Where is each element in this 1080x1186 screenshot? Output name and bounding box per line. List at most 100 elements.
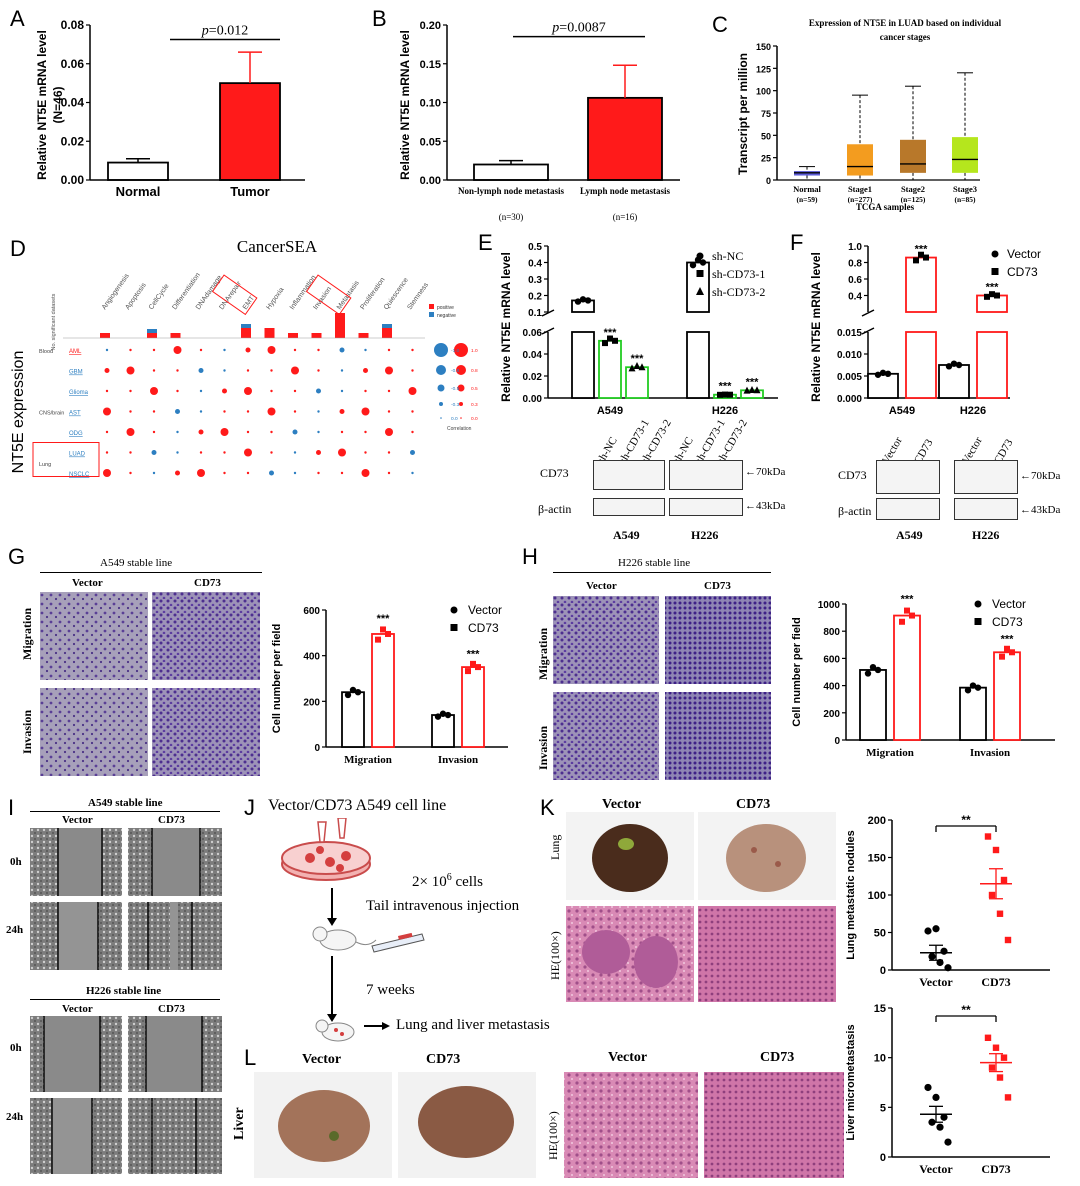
d-correlation-dot (129, 451, 132, 454)
wb-e: sh-NC sh-CD73-1 sh-CD73-2 sh-NC sh-CD73-… (535, 418, 795, 550)
d-correlation-dot (340, 369, 344, 372)
chart-h: 0 200 400 600 800 1000 Cell number per field **… (790, 588, 1060, 763)
d-correlation-dot (317, 410, 320, 413)
d-correlation-dot (104, 368, 110, 373)
panel-letter-g: G (8, 544, 26, 569)
d-highlight-box (211, 274, 258, 316)
d-state-label: Quiescence (383, 277, 410, 311)
e-ylabel: Relative NT5E mRNA level (499, 252, 513, 402)
e-bar (598, 339, 622, 399)
c-category-label: Stage3 (953, 184, 977, 194)
g-point (475, 664, 481, 671)
k-col-label: Vector (602, 797, 642, 812)
d-correlation-dot (387, 348, 391, 352)
e-lower-tick-label: 0.04 (523, 350, 543, 361)
h-micrograph (553, 596, 771, 780)
j-schematic (281, 818, 425, 1042)
c-tick-label: 25 (761, 154, 771, 164)
e-upper-tick-label: 0.1 (528, 308, 542, 319)
g-image-title: A549 stable line (100, 557, 173, 569)
d-state-label: Metastasis (336, 279, 361, 311)
d-correlation-dot (198, 429, 204, 435)
k-row-label: HE(100×) (548, 931, 562, 980)
h-point (864, 670, 872, 677)
d-correlation-dot (198, 368, 204, 373)
d-correlation-dot (244, 448, 252, 457)
d-legend-value: 0.8 (471, 368, 478, 374)
d-group-label: CNS/brain (39, 411, 64, 417)
e-point (607, 335, 613, 342)
e-lower-tick-label: 0.02 (523, 372, 543, 383)
h-legend-label: Vector (992, 597, 1026, 611)
d-count-bar-negative (147, 329, 157, 333)
f-legend-label: CD73 (1007, 265, 1038, 279)
pvalue-number: =0.0087 (559, 21, 605, 36)
l-point (924, 1083, 932, 1092)
h-tick-label: 1000 (818, 600, 841, 611)
c-title: cancer stages (880, 32, 931, 42)
l-col-label: CD73 (760, 1050, 795, 1065)
f-point (994, 292, 1000, 299)
d-cancer-label: AML (69, 349, 82, 355)
l-tick-label: 0 (880, 1152, 886, 1164)
b-ylabel: Relative NT5E mRNA level (398, 30, 412, 180)
d-correlation-dot (126, 366, 135, 375)
chart-a: 0.00 0.02 0.04 0.06 0.08 Relative NT5E mRNA l… (30, 10, 340, 215)
l-point (996, 1074, 1004, 1081)
wb-band-strip (954, 460, 1018, 494)
d-count-bar-positive (100, 333, 110, 338)
b-category-n: (n=30) (499, 212, 524, 222)
d-correlation-dot (152, 471, 156, 475)
d-count-bar-positive (170, 333, 181, 338)
d-correlation-dot (364, 389, 367, 393)
c-xlabel: TCGA samples (856, 202, 915, 212)
l-point (944, 1138, 952, 1146)
d-correlation-dot (103, 469, 111, 477)
d-group-label: Blood (39, 349, 53, 355)
f-bar (976, 331, 1008, 399)
g-tick-label: 200 (303, 697, 320, 708)
f-group-label: H226 (960, 405, 986, 417)
e-point (689, 261, 697, 269)
f-upper-tick-label: 1.0 (848, 242, 862, 253)
e-bar (625, 366, 649, 399)
d-correlation-dot (150, 387, 158, 395)
panel-letter-l: L (244, 1045, 257, 1070)
l-point (1000, 1054, 1008, 1061)
i-title-h226: H226 stable line (86, 985, 162, 997)
d-correlation-dot (270, 389, 273, 393)
g-micrograph (40, 592, 260, 776)
k-sig: ** (961, 813, 971, 827)
f-point (913, 257, 919, 264)
d-legend-value: 0.0 (451, 416, 458, 422)
panel-letter-i: I (8, 795, 15, 820)
d-correlation-dot (199, 348, 203, 352)
d-legend-dot-positive (457, 384, 465, 392)
a-ylabel: Relative NT5E mRNA level (35, 30, 49, 180)
f-legend-marker (991, 250, 999, 258)
d-correlation-dot (408, 387, 417, 395)
a-tick-label: 0.06 (61, 57, 85, 71)
d-correlation-dot (411, 348, 414, 352)
d-correlation-dot (223, 471, 226, 475)
c-category-n: (n=125) (901, 195, 926, 204)
l-point (936, 1123, 944, 1131)
e-legend-label: sh-CD73-2 (712, 285, 765, 299)
i-rule-2 (30, 999, 220, 1000)
d-correlation-dot (129, 410, 132, 413)
l-category-label: CD73 (981, 1162, 1010, 1176)
c-tick-label: 75 (761, 109, 771, 119)
d-correlation-dot (411, 430, 414, 434)
f-point (884, 370, 892, 377)
l-liver-images (254, 1072, 844, 1178)
f-point (918, 251, 924, 258)
h-point (909, 612, 915, 619)
e-upper-tick-label: 0.5 (528, 242, 542, 253)
b-bar (587, 96, 663, 181)
d-count-bar-positive (288, 333, 298, 338)
l-category-label: Vector (919, 1162, 953, 1176)
g-row-label: Invasion (20, 709, 34, 754)
d-correlation-dot (292, 429, 298, 435)
d-state-label: Hypoxia (265, 286, 285, 311)
j-cells-unit: cells (451, 874, 483, 890)
